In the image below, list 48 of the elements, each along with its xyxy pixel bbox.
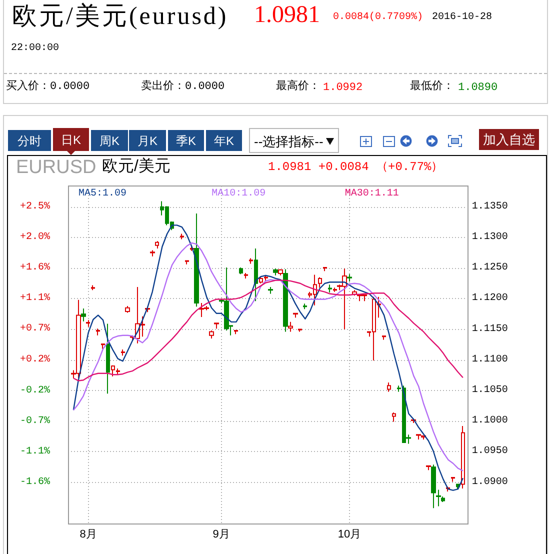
text: 卖出价：0.0000 <box>141 81 225 93</box>
button: 加入自选 <box>479 129 539 150</box>
y-tick-label: 1.1100 <box>472 354 508 366</box>
y-tick-label: 1.1350 <box>472 201 508 212</box>
text: 1.0981 <box>254 2 320 28</box>
x-tick-label: 8月 <box>80 528 97 540</box>
tab-button: 年K <box>206 130 242 151</box>
text: 1.0981 +0.0084 （+0.77%） <box>268 160 444 174</box>
y-tick-label: 1.0950 <box>472 446 508 458</box>
y-tick-label: 1.1250 <box>472 262 508 274</box>
text: 买入价：0.0000 <box>6 81 90 93</box>
text: 1.0992 <box>323 82 363 94</box>
y2-tick-label: +1.1% <box>20 293 50 304</box>
x-tick-label: 10月 <box>338 528 362 540</box>
y-tick-label: 1.0900 <box>472 476 508 488</box>
text: 1.0890 <box>458 82 498 94</box>
text: 欧元/美元 <box>102 158 170 175</box>
y-tick-label: 1.1200 <box>472 293 508 304</box>
text: MA10:1.09 <box>212 188 266 200</box>
text: 22:00:00 <box>11 43 60 54</box>
y2-tick-label: -1.1% <box>20 446 50 458</box>
y2-tick-label: -0.7% <box>20 416 50 428</box>
text: MA30:1.11 <box>344 188 399 200</box>
tab-button: 季K <box>168 130 204 151</box>
y2-tick-label: +0.2% <box>20 354 50 366</box>
tab-button: 月K <box>129 130 166 151</box>
y-tick-label: 1.1150 <box>472 324 508 335</box>
tab-button: 周K <box>91 130 128 151</box>
text: 最高价： <box>276 81 320 93</box>
dropdown-select: --选择指标-- <box>249 128 339 153</box>
chart-title: 欧元/美元(eurusd) <box>12 3 228 30</box>
text: EURUSD <box>16 157 96 178</box>
x-tick-label: 9月 <box>212 528 230 540</box>
text: 0.0084(0.7709%) <box>333 12 424 23</box>
y2-tick-label: -1.6% <box>20 477 50 488</box>
y-tick-label: 1.1000 <box>472 416 508 427</box>
selected-tab-button: 日K <box>53 128 89 151</box>
y-tick-label: 1.1050 <box>472 385 508 396</box>
text: 2016-10-28 <box>432 12 492 23</box>
y-tick-label: 1.1300 <box>472 232 508 243</box>
y2-tick-label: +1.6% <box>20 262 50 274</box>
y2-tick-label: -0.2% <box>20 385 50 396</box>
y2-tick-label: +2.5% <box>20 202 50 213</box>
text: 最低价： <box>410 81 454 93</box>
text: MA5:1.09 <box>78 188 127 200</box>
y2-tick-label: +2.0% <box>20 232 50 244</box>
tab-button: 分时 <box>8 130 51 151</box>
y2-tick-label: +0.7% <box>20 324 50 335</box>
